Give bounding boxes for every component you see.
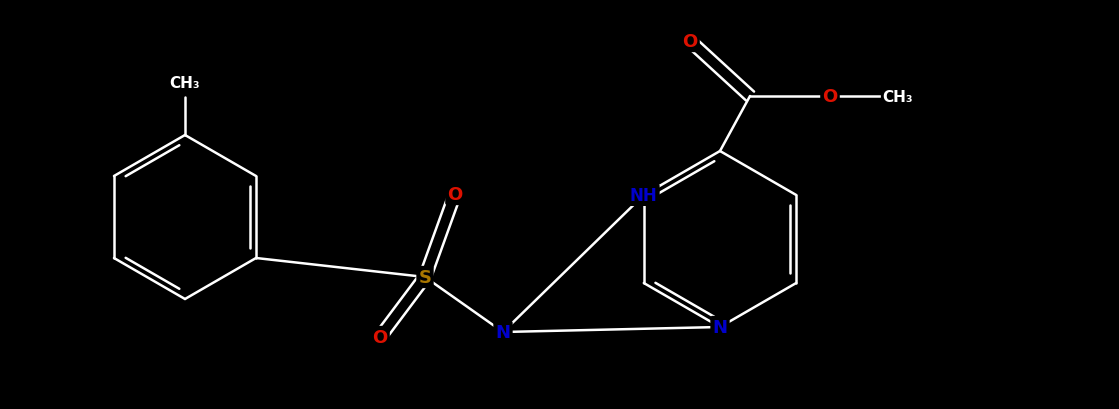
Text: N: N — [713, 318, 727, 336]
Text: S: S — [419, 268, 432, 286]
Text: O: O — [683, 33, 697, 51]
Text: CH₃: CH₃ — [883, 89, 913, 104]
Text: O: O — [448, 186, 462, 204]
Text: O: O — [373, 328, 387, 346]
Text: NH: NH — [630, 187, 658, 204]
Text: N: N — [496, 323, 510, 341]
Text: O: O — [822, 88, 838, 106]
Text: CH₃: CH₃ — [170, 76, 200, 91]
